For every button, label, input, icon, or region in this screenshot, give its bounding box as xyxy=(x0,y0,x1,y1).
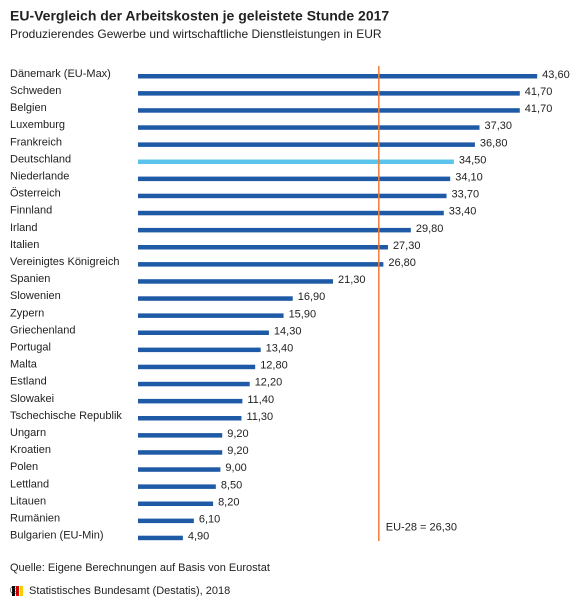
category-label: Bulgarien (EU-Min) xyxy=(10,530,104,542)
category-label: Tschechische Republik xyxy=(10,410,122,422)
value-label: 33,70 xyxy=(452,189,480,201)
category-label: Spanien xyxy=(10,273,50,285)
value-label: 8,50 xyxy=(221,479,242,491)
bar xyxy=(138,364,256,370)
value-label: 43,60 xyxy=(542,69,570,81)
value-label: 12,20 xyxy=(255,377,283,389)
bar xyxy=(138,416,242,421)
bar xyxy=(138,125,480,130)
bar xyxy=(138,433,223,438)
value-label: 29,80 xyxy=(416,223,444,235)
copyright: © Statistisches Bundesamt (Destatis), 20… xyxy=(10,585,230,597)
value-label: 33,40 xyxy=(449,206,477,218)
category-label: Rumänien xyxy=(10,513,60,525)
bar xyxy=(138,347,261,353)
category-label: Vereinigtes Königreich xyxy=(10,256,119,268)
bar xyxy=(138,296,293,301)
bar xyxy=(138,142,475,147)
category-label: Dänemark (EU-Max) xyxy=(10,68,111,80)
value-label: 9,20 xyxy=(227,428,248,440)
bar xyxy=(138,74,538,79)
logo xyxy=(12,586,23,596)
value-label: 11,40 xyxy=(247,394,274,406)
value-label: 34,10 xyxy=(455,172,483,184)
category-label: Frankreich xyxy=(10,136,62,148)
bar xyxy=(138,279,334,284)
category-label: Irland xyxy=(10,222,38,234)
bar xyxy=(138,381,250,387)
value-label: 16,90 xyxy=(298,291,326,303)
category-label: Ungarn xyxy=(10,427,46,439)
category-label: Estland xyxy=(10,376,47,388)
bar xyxy=(138,193,447,199)
value-label: 41,70 xyxy=(525,86,553,98)
bar xyxy=(138,518,194,524)
source: Quelle: Eigene Berechnungen auf Basis vo… xyxy=(10,562,270,574)
bar xyxy=(138,330,269,335)
reference-label: EU-28 = 26,30 xyxy=(386,522,457,534)
value-label: 4,90 xyxy=(188,531,209,543)
value-label: 6,10 xyxy=(199,514,220,526)
category-label: Slowenien xyxy=(10,290,61,302)
bar xyxy=(138,245,388,250)
value-label: 13,40 xyxy=(266,343,294,355)
category-label: Litauen xyxy=(10,495,46,507)
category-label: Portugal xyxy=(10,342,51,354)
bar xyxy=(138,313,284,318)
category-label: Finnland xyxy=(10,205,52,217)
value-label: 15,90 xyxy=(289,308,317,320)
category-label: Griechenland xyxy=(10,324,75,336)
category-label: Österreich xyxy=(10,188,61,200)
bar xyxy=(138,484,216,489)
bar xyxy=(138,159,454,164)
category-label: Malta xyxy=(10,359,38,371)
value-label: 37,30 xyxy=(485,120,513,132)
bar xyxy=(138,91,520,96)
bar xyxy=(138,262,384,267)
bar xyxy=(138,227,411,233)
category-label: Belgien xyxy=(10,102,47,114)
value-label: 12,80 xyxy=(260,360,288,372)
value-label: 9,00 xyxy=(225,462,246,474)
category-label: Polen xyxy=(10,461,38,473)
bar xyxy=(138,398,243,404)
value-label: 34,50 xyxy=(459,154,487,166)
value-label: 27,30 xyxy=(393,240,421,252)
category-label: Italien xyxy=(10,239,39,251)
value-label: 21,30 xyxy=(338,274,366,286)
value-label: 14,30 xyxy=(274,325,302,337)
value-label: 11,30 xyxy=(246,411,273,423)
bar xyxy=(138,450,223,455)
category-label: Lettland xyxy=(10,478,49,490)
bar xyxy=(138,467,221,472)
value-label: 36,80 xyxy=(480,137,508,149)
category-label: Schweden xyxy=(10,85,61,97)
bar xyxy=(138,535,183,541)
value-label: 41,70 xyxy=(525,103,553,115)
bar xyxy=(138,210,444,216)
value-label: 26,80 xyxy=(388,257,416,269)
bar xyxy=(138,501,214,506)
chart-title: EU-Vergleich der Arbeitskosten je geleis… xyxy=(10,8,389,24)
category-label: Kroatien xyxy=(10,444,51,456)
value-label: 8,20 xyxy=(218,496,239,508)
category-label: Deutschland xyxy=(10,153,71,165)
category-label: Niederlande xyxy=(10,171,69,183)
category-label: Luxemburg xyxy=(10,119,65,131)
chart-subtitle: Produzierendes Gewerbe und wirtschaftlic… xyxy=(10,27,382,41)
category-label: Zypern xyxy=(10,307,44,319)
bar xyxy=(138,176,451,182)
bar xyxy=(138,108,520,113)
category-label: Slowakei xyxy=(10,393,54,405)
value-label: 9,20 xyxy=(227,445,248,457)
